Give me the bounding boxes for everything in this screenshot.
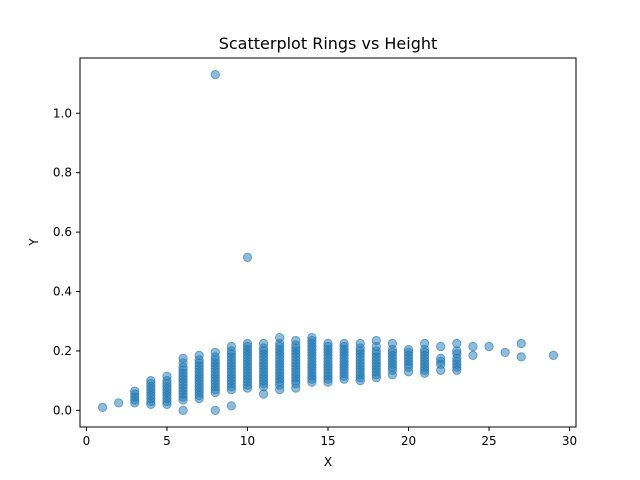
data-point [258, 338, 269, 349]
data-point [323, 338, 333, 349]
y-axis: 0.0 0.2 0.4 0.6 0.8 1.0 [53, 106, 80, 417]
x-tick-label: 15 [320, 434, 335, 448]
data-point [210, 70, 220, 80]
data-point [307, 332, 317, 343]
data-point [484, 341, 494, 352]
data-point [548, 350, 559, 360]
x-tick-label: 30 [562, 434, 577, 448]
data-point [516, 338, 526, 349]
data-point [242, 338, 253, 349]
y-tick-label: 0.0 [53, 403, 72, 417]
data-point [500, 347, 510, 358]
y-tick-label: 1.0 [53, 106, 72, 120]
data-point [291, 335, 301, 346]
y-tick-label: 0.8 [53, 166, 72, 180]
data-point [516, 352, 526, 362]
x-tick-label: 5 [163, 434, 171, 448]
data-point [436, 353, 446, 363]
data-point [355, 338, 365, 349]
data-point [403, 344, 414, 355]
data-point [226, 341, 236, 352]
x-tick-label: 0 [83, 434, 91, 448]
data-point [178, 353, 188, 363]
data-point [114, 398, 124, 408]
x-axis: 0 5 10 15 20 25 30 [83, 427, 577, 448]
data-point [275, 332, 285, 343]
data-point [226, 401, 236, 411]
x-tick-label: 25 [481, 434, 496, 448]
data-point [420, 338, 430, 349]
data-point [210, 405, 220, 415]
data-point [194, 350, 204, 360]
data-point [146, 376, 156, 386]
data-point [371, 335, 381, 346]
data-point [242, 252, 253, 262]
data-point [387, 338, 398, 349]
data-point [178, 405, 188, 415]
data-point [162, 371, 172, 381]
y-axis-label: Y [27, 238, 41, 247]
data-point [97, 402, 108, 412]
data-point [452, 338, 462, 349]
data-point [130, 386, 140, 396]
y-tick-label: 0.2 [53, 344, 72, 358]
data-point [436, 341, 446, 352]
x-axis-label: X [324, 455, 332, 469]
data-point [468, 341, 478, 352]
data-point [210, 347, 220, 358]
data-point [468, 350, 478, 360]
x-tick-label: 10 [240, 434, 255, 448]
data-point [339, 338, 349, 349]
chart-title: Scatterplot Rings vs Height [219, 34, 438, 53]
x-tick-label: 20 [401, 434, 416, 448]
y-tick-label: 0.6 [53, 225, 72, 239]
y-tick-label: 0.4 [53, 285, 72, 299]
points-layer [97, 70, 559, 415]
